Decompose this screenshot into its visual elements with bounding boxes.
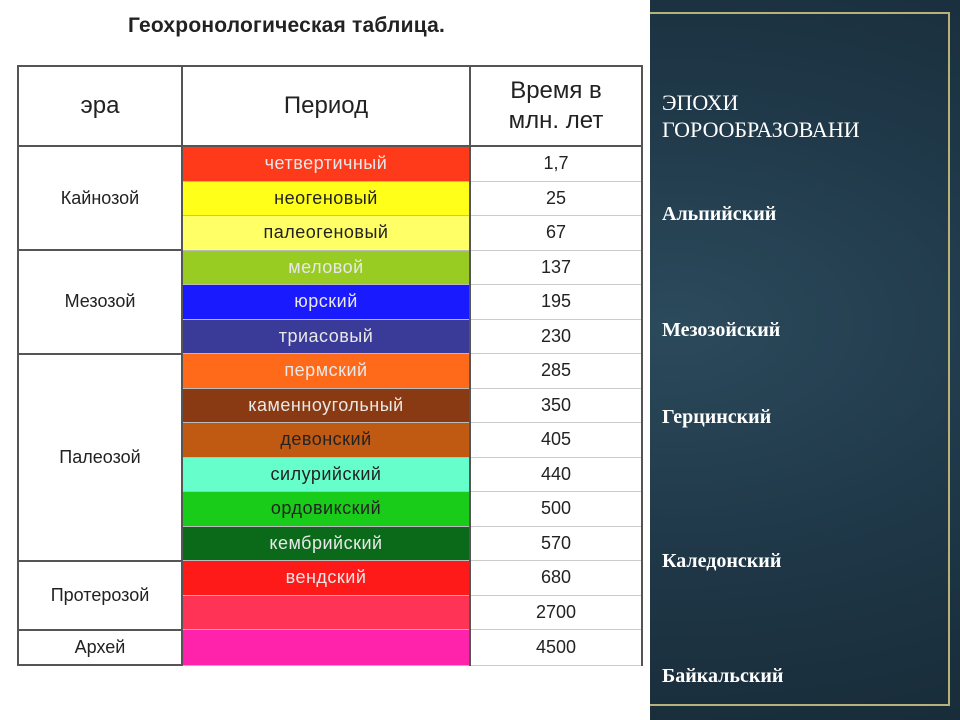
epoch-mesozoic: Мезозойский [662,319,781,341]
era-cell: Кайнозой [17,145,183,251]
header-period: Период [181,65,471,147]
epoch-alpine: Альпийский [662,203,777,225]
period-cell: триасовый [181,318,471,354]
epochs-heading-line2: ГОРООБРАЗОВАНИ [662,117,860,142]
table-row: каменноугольный 350 [18,387,643,423]
epochs-heading: ЭПОХИ ГОРООБРАЗОВАНИ [662,89,952,143]
period-cell: кембрийский [181,525,471,561]
orogeny-epochs-panel: ЭПОХИ ГОРООБРАЗОВАНИ Альпийский Мезозойс… [650,0,950,720]
table-row: Протерозой вендский 680 [17,559,643,631]
period-cell: меловой [181,249,471,285]
header-era: эра [17,65,183,147]
header-time-line1: Время в [510,77,602,104]
period-cell: неогеновый [181,180,471,216]
period-cell: силурийский [181,456,471,492]
period-cell: палеогеновый [181,215,471,251]
time-cell: 680 [469,560,643,596]
time-cell: 67 [469,215,643,251]
period-cell: каменноугольный [181,387,471,423]
table-row: Палеозой пермский 285 [17,352,643,562]
time-cell: 1,7 [469,145,643,182]
table-row: Кайнозой четвертичный 1,7 [17,145,643,251]
epoch-baikal: Байкальский [662,665,784,687]
era-cell: Мезозой [17,249,183,355]
time-cell: 440 [469,456,643,492]
time-cell: 285 [469,353,643,389]
time-cell: 570 [469,525,643,561]
table-row: палеогеновый 67 [18,215,643,251]
time-cell: 137 [469,249,643,285]
table-title: Геохронологическая таблица. [128,14,445,37]
period-cell: пермский [181,353,471,389]
table-row: триасовый 230 [18,318,643,354]
time-cell: 230 [469,318,643,354]
geochronology-table-panel: Геохронологическая таблица. эра Период В… [17,14,643,666]
period-cell: ордовикский [181,491,471,527]
period-cell: юрский [181,284,471,320]
era-cell: Архей [17,628,183,666]
header-time: Время в млн. лет [469,65,643,147]
epoch-caledonian: Каледонский [662,550,782,572]
time-cell: 500 [469,491,643,527]
time-cell: 25 [469,180,643,216]
time-cell: 195 [469,284,643,320]
table-row: кембрийский 570 [18,525,643,561]
period-cell [181,594,471,630]
table-row: юрский 195 [18,284,643,320]
table-row: девонский 405 [18,422,643,458]
table-row: 2700 [18,594,643,630]
period-cell: четвертичный [181,145,471,182]
header-time-line2: млн. лет [508,107,604,134]
era-cell: Протерозой [17,559,183,631]
time-cell: 405 [469,422,643,458]
period-cell [181,629,471,666]
time-cell: 2700 [469,594,643,630]
epoch-hercynian: Герцинский [662,406,772,428]
table-row: ордовикский 500 [18,491,643,527]
era-cell: Палеозой [17,352,183,562]
epochs-heading-line1: ЭПОХИ [662,90,739,115]
time-cell: 4500 [469,629,643,666]
geochronology-table: эра Период Время в млн. лет Кайнозой чет… [17,65,643,666]
table-row: Архей 4500 [17,628,643,666]
table-header-row: эра Период Время в млн. лет [17,65,643,147]
period-cell: вендский [181,560,471,596]
table-row: Мезозой меловой 137 [17,249,643,355]
period-cell: девонский [181,422,471,458]
table-row: силурийский 440 [18,456,643,492]
time-cell: 350 [469,387,643,423]
